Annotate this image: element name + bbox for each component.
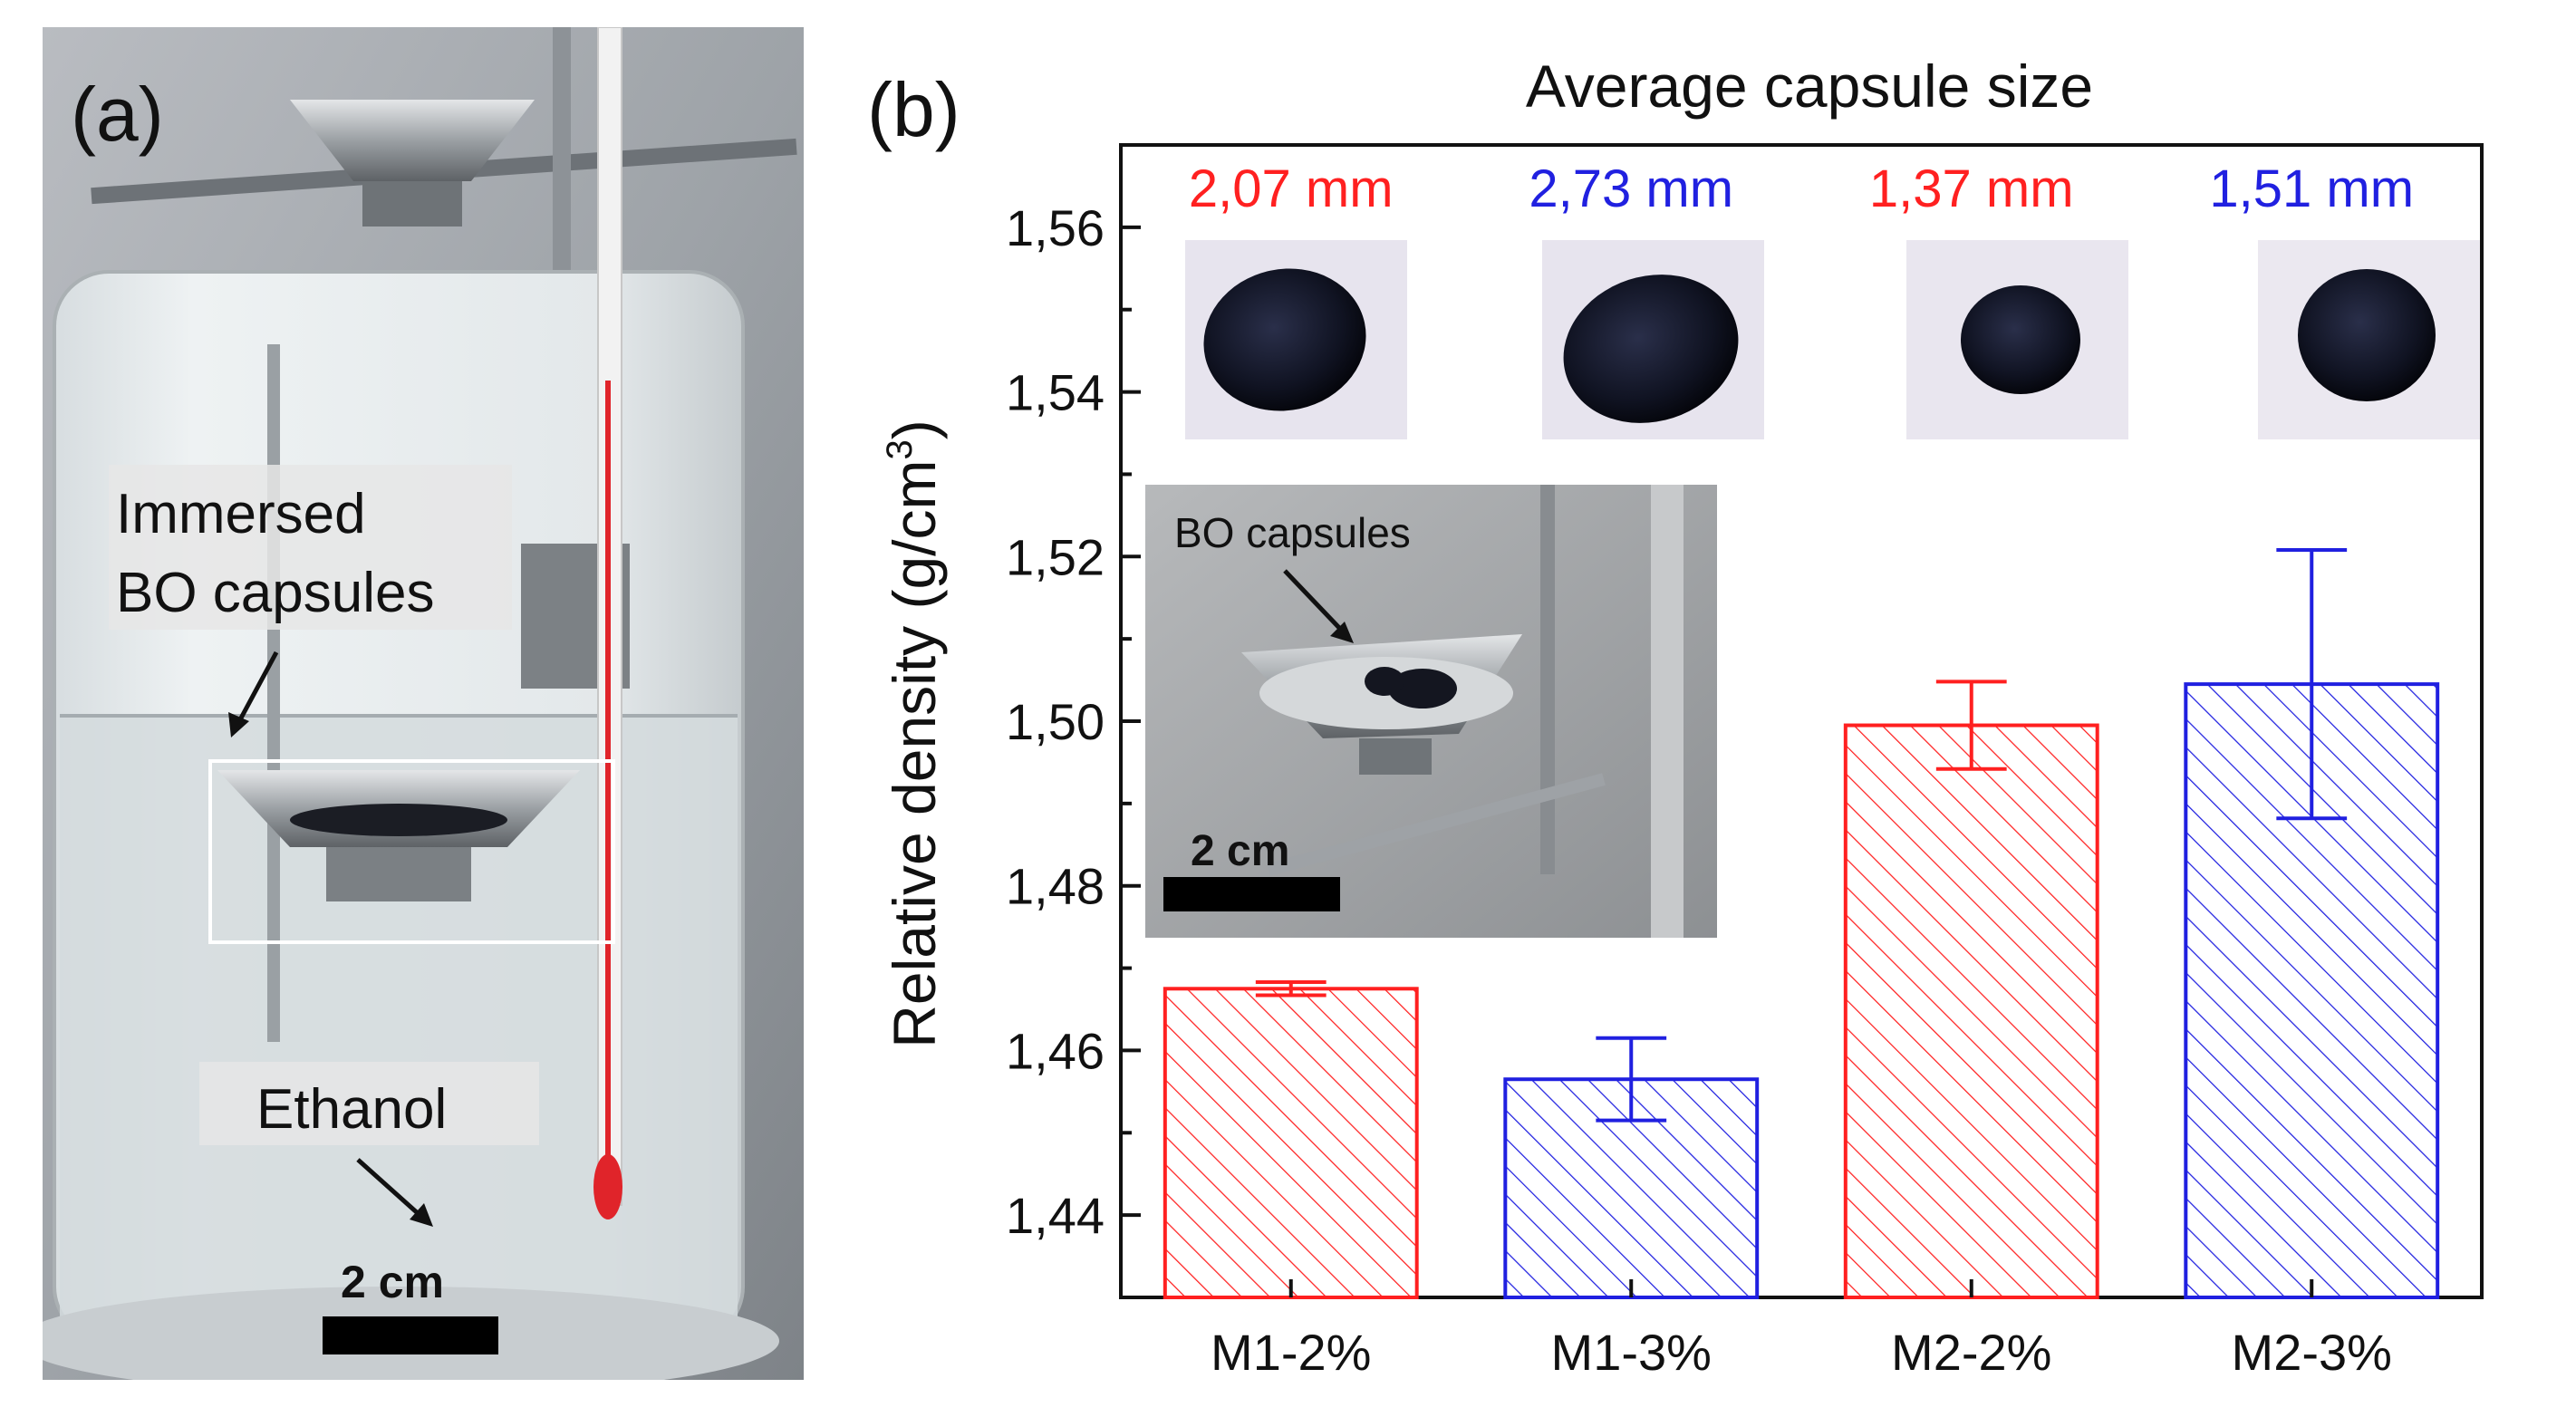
x-tick-label: M1-3% (1551, 1324, 1712, 1381)
y-axis-label-close: ) (881, 419, 948, 439)
bar-M1-2% (1163, 987, 1419, 1300)
scale-bar-a (323, 1316, 498, 1354)
capsule-photo-m1-2 (1185, 240, 1407, 439)
panel-a-label: (a) (71, 72, 164, 157)
size-label-M1-3%: 2,73 mm (1529, 159, 1733, 218)
size-label-M2-3%: 1,51 mm (2209, 159, 2414, 218)
y-axis-label-sup: 3 (880, 439, 920, 459)
scale-bar-label-a: 2 cm (341, 1257, 444, 1307)
y-axis-label: Relative density (g/cm3) (880, 419, 948, 1047)
inset-scale-bar (1163, 877, 1340, 911)
size-label-M2-2%: 1,37 mm (1869, 159, 2074, 218)
arrow-capsules (235, 651, 279, 727)
capsule-photo-m2-2 (1906, 240, 2128, 439)
x-tick-label: M2-3% (2232, 1324, 2392, 1381)
y-tick-label: 1,52 (1006, 528, 1105, 585)
annotation-capsules-line1: Immersed (116, 483, 366, 545)
annotation-box-ethanol (199, 1062, 539, 1145)
inset-arrow (1283, 569, 1343, 631)
annotation-capsules-line2: BO capsules (116, 562, 435, 624)
annotation-box-capsules (109, 465, 512, 630)
y-tick-label: 1,46 (1006, 1022, 1105, 1079)
arrow-ethanol (356, 1158, 420, 1216)
inset-photo (1145, 485, 1717, 938)
arrowhead-capsules (228, 712, 249, 737)
x-axis-labels: M1-2% M1-3% M2-2% M2-3% (1211, 1279, 2392, 1381)
capsule-photo-m1-3 (1542, 240, 1764, 439)
x-tick-label: M2-2% (1891, 1324, 2051, 1381)
y-tick-label: 1,50 (1006, 693, 1105, 750)
y-axis-label-main: Relative density (g/cm (881, 459, 948, 1047)
y-axis-ticks: 1,44 1,46 1,48 1,50 1,52 1,54 1,56 (1006, 199, 1141, 1244)
inset-arrowhead (1330, 622, 1354, 643)
size-labels-group: 2,07 mm 2,73 mm 1,37 mm 1,51 mm (1189, 159, 2414, 218)
y-tick-label: 1,44 (1006, 1187, 1105, 1244)
capsule-thumbnails (1185, 240, 2480, 439)
inset-annotation: BO capsules (1174, 509, 1411, 556)
size-label-M1-2%: 2,07 mm (1189, 159, 1394, 218)
chart-title: Average capsule size (1526, 53, 2093, 120)
capsule-photo-m2-3 (2258, 240, 2480, 439)
y-tick-label: 1,54 (1006, 364, 1105, 421)
inset-scale-bar-label: 2 cm (1191, 827, 1289, 875)
y-tick-label: 1,48 (1006, 858, 1105, 915)
bars-group (1163, 548, 2440, 1300)
bar-M2-2% (1843, 723, 2099, 1299)
panel-b-label: (b) (867, 67, 960, 152)
annotation-ethanol: Ethanol (256, 1078, 447, 1141)
panel-a-photo (43, 27, 804, 1380)
x-tick-label: M1-2% (1211, 1324, 1371, 1381)
y-tick-label: 1,56 (1006, 199, 1105, 256)
arrowhead-ethanol (410, 1203, 433, 1227)
